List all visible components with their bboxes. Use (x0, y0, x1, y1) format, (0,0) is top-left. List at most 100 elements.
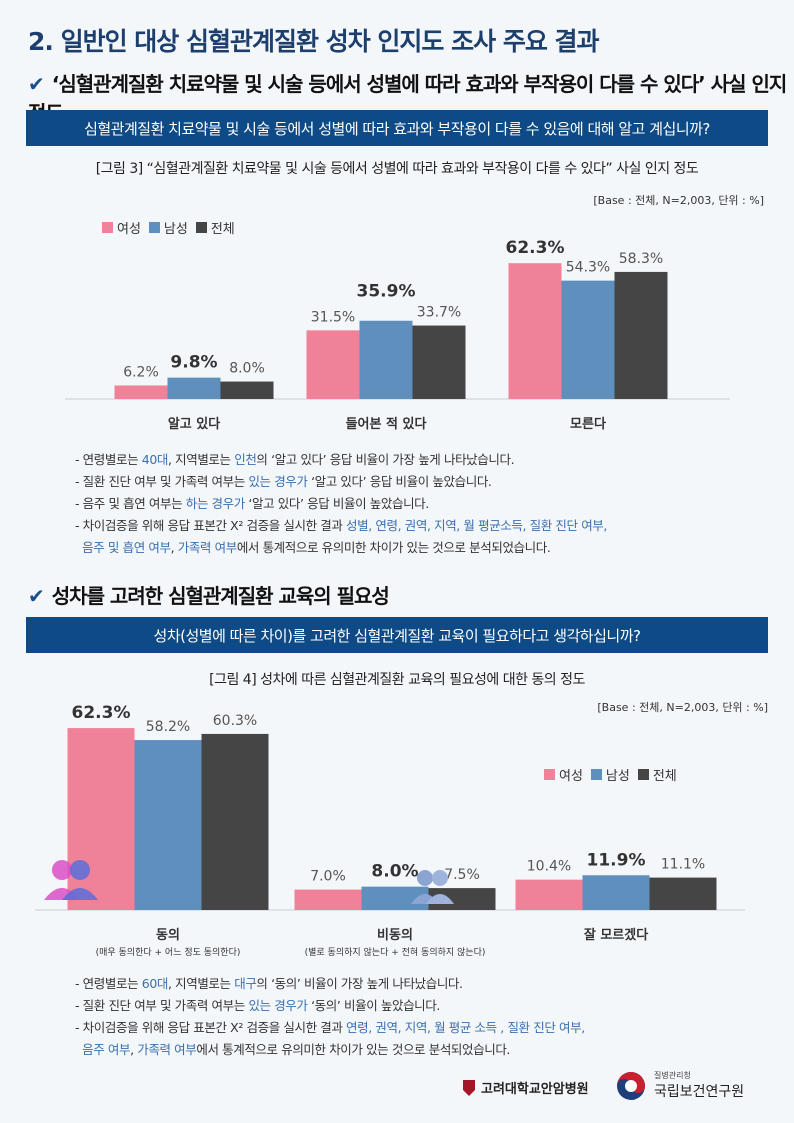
legend-swatch-total (637, 769, 649, 780)
category-label: 알고 있다 (168, 416, 220, 432)
person-icon (52, 860, 72, 880)
bullet-text: 의 ‘동의’ 비율이 가장 높게 나타났습니다. (256, 976, 463, 991)
bar-total (649, 877, 717, 910)
legend-total: 전체 (652, 769, 677, 784)
highlight-text: 있는 경우가 (248, 474, 308, 489)
data-label: 33.7% (417, 305, 461, 321)
section2-heading: ✔ 성차를 고려한 심혈관계질환 교육의 필요성 (28, 580, 390, 609)
bar-female (67, 728, 135, 910)
bullet-line: - 연령별로는 60대, 지역별로는 대구의 ‘동의’ 비율이 가장 높게 나타… (75, 973, 585, 995)
bullet-text: - 질환 진단 여부 및 가족력 여부는 (75, 474, 249, 489)
person-icon (70, 860, 90, 880)
bullet-text: - 음주 및 흡연 여부는 (75, 496, 186, 511)
bar-male (359, 320, 413, 399)
legend-female: 여성 (117, 222, 141, 237)
data-label: 7.0% (310, 869, 346, 885)
highlight-text: 하는 경우가 (185, 496, 245, 511)
bullet-line: - 질환 진단 여부 및 가족력 여부는 있는 경우가 ‘동의’ 비율이 높았습… (75, 995, 585, 1017)
data-label: 6.2% (123, 364, 159, 380)
category-label: 잘 모르겠다 (584, 927, 648, 943)
bullet-line: - 연령별로는 40대, 지역별로는 인천의 ‘알고 있다’ 응답 비율이 가장… (75, 449, 607, 471)
data-label: 62.3% (506, 238, 565, 258)
figure3-chart: 6.2% 9.8% 8.0% 알고 있다 31.5%35.9%33.7% 들어본 적 있다… (65, 238, 730, 432)
agency-name: 국립보건연구원 (654, 1084, 745, 1100)
bar-male (167, 377, 221, 399)
checkmark-icon: ✔ (28, 584, 45, 608)
page-title: 2. 일반인 대상 심혈관계질환 성차 인지도 조사 주요 결과 (28, 27, 600, 56)
category-label: 들어본 적 있다 (346, 416, 427, 432)
hospital-logo: 고려대학교안암병원 (462, 1078, 589, 1097)
bullet-text: - 연령별로는 (75, 976, 142, 991)
highlight-text: 가족력 여부 (137, 1042, 197, 1057)
bar-female (515, 879, 583, 910)
figure3-base: [Base : 전체, N=2,003, 단위 : %] (593, 194, 764, 207)
category-label: 모른다 (570, 416, 606, 432)
legend-swatch-female (102, 222, 113, 233)
hospital-name: 고려대학교안암병원 (481, 1082, 589, 1097)
bar-total (428, 888, 496, 910)
highlight-text: 40대 (141, 452, 169, 467)
agency-parent: 질병관리청 (654, 1071, 691, 1080)
data-label: 54.3% (566, 260, 610, 276)
bar-total (614, 271, 668, 399)
bullet-line: - 질환 진단 여부 및 가족력 여부는 있는 경우가 ‘알고 있다’ 응답 비… (75, 471, 607, 493)
legend-male: 남성 (163, 222, 188, 237)
agency-logo: 질병관리청 국립보건연구원 (616, 1070, 744, 1101)
data-label: 58.2% (146, 719, 190, 735)
bar-male (361, 886, 429, 910)
data-label: 8.0% (371, 862, 418, 882)
data-label: 58.3% (619, 251, 663, 267)
figure4-chart: 62.3% 58.2% 60.3% 동의 (매우 동의한다 + 어느 정도 동의한다) 7… (35, 703, 745, 958)
highlight-text: 음주 및 흡연 여부 (82, 540, 171, 555)
bullet-text: , 지역별로는 (167, 976, 235, 991)
highlight-text: 60대 (141, 976, 169, 991)
person-icon (432, 870, 448, 886)
category-sublabel: (매우 동의한다 + 어느 정도 동의한다) (96, 947, 241, 958)
bullet-line: 음주 여부, 가족력 여부에서 통계적으로 유의미한 차이가 있는 것으로 분석… (75, 1039, 585, 1061)
bar-total (220, 381, 274, 399)
section2-heading-text: 성차를 고려한 심혈관계질환 교육의 필요성 (51, 584, 390, 608)
figure3-legend: 여성 남성 전체 (98, 218, 235, 237)
bullet-text: 에서 통계적으로 유의미한 차이가 있는 것으로 분석되었습니다. (236, 540, 551, 555)
person-icon (426, 894, 454, 904)
highlight-text: 성별, 연령, 권역, 지역, 월 평균소득, 질환 진단 여부, (346, 518, 607, 533)
checkmark-icon: ✔ (28, 72, 45, 96)
section2-bullets: - 연령별로는 60대, 지역별로는 대구의 ‘동의’ 비율이 가장 높게 나타… (75, 973, 585, 1061)
highlight-text: 연령, 권역, 지역, 월 평균 소득 , 질환 진단 여부, (346, 1020, 585, 1035)
legend-swatch-male (148, 222, 160, 233)
section1-bullets: - 연령별로는 40대, 지역별로는 인천의 ‘알고 있다’ 응답 비율이 가장… (75, 449, 607, 559)
category-label: 비동의 (377, 927, 413, 943)
section2-question-bar: 성차(성별에 따른 차이)를 고려한 심혈관계질환 교육이 필요하다고 생각하십… (26, 617, 768, 653)
bullet-text: 의 ‘알고 있다’ 응답 비율이 가장 높게 나타났습니다. (256, 452, 515, 467)
bullet-line: - 차이검증을 위해 응답 표본간 X² 검증을 실시한 결과 연령, 권역, … (75, 1017, 585, 1039)
legend-total: 전체 (210, 222, 235, 237)
legend-male: 남성 (605, 769, 630, 784)
data-label: 11.1% (661, 857, 705, 873)
bullet-text: - 질환 진단 여부 및 가족력 여부는 (75, 998, 249, 1013)
highlight-text: 음주 여부 (82, 1042, 131, 1057)
legend-female: 여성 (559, 769, 583, 784)
bar-female (294, 889, 362, 910)
bullet-text: - 차이검증을 위해 응답 표본간 X² 검증을 실시한 결과 (75, 1020, 347, 1035)
data-label: 31.5% (311, 309, 355, 325)
bar-male (561, 280, 615, 399)
bullet-text: , 지역별로는 (167, 452, 235, 467)
highlight-text: 있는 경우가 (248, 998, 308, 1013)
figure3-title: [그림 3] “심혈관계질환 치료약물 및 시술 등에서 성별에 따라 효과와 … (95, 161, 699, 177)
shield-icon (463, 1079, 475, 1096)
figure4-legend: 여성 남성 전체 (540, 765, 677, 784)
data-label: 60.3% (213, 713, 257, 729)
person-icon (417, 870, 433, 886)
legend-swatch-total (195, 222, 207, 233)
taegeuk-icon (617, 1071, 645, 1100)
bullet-line: - 음주 및 흡연 여부는 하는 경우가 ‘알고 있다’ 응답 비율이 높았습니… (75, 493, 607, 515)
data-label: 9.8% (170, 353, 217, 373)
bullet-text: ‘동의’ 비율이 높았습니다. (307, 998, 440, 1013)
bar-total (201, 733, 269, 910)
bullet-line: - 차이검증을 위해 응답 표본간 X² 검증을 실시한 결과 성별, 연령, … (75, 515, 607, 537)
bullet-text: - 연령별로는 (75, 452, 142, 467)
data-label: 62.3% (72, 703, 131, 723)
bullet-text: 에서 통계적으로 유의미한 차이가 있는 것으로 분석되었습니다. (196, 1042, 510, 1057)
section1-question-bar: 심혈관계질환 치료약물 및 시술 등에서 성별에 따라 효과와 부작용이 다를 … (26, 110, 768, 146)
bullet-text: , (170, 540, 178, 555)
